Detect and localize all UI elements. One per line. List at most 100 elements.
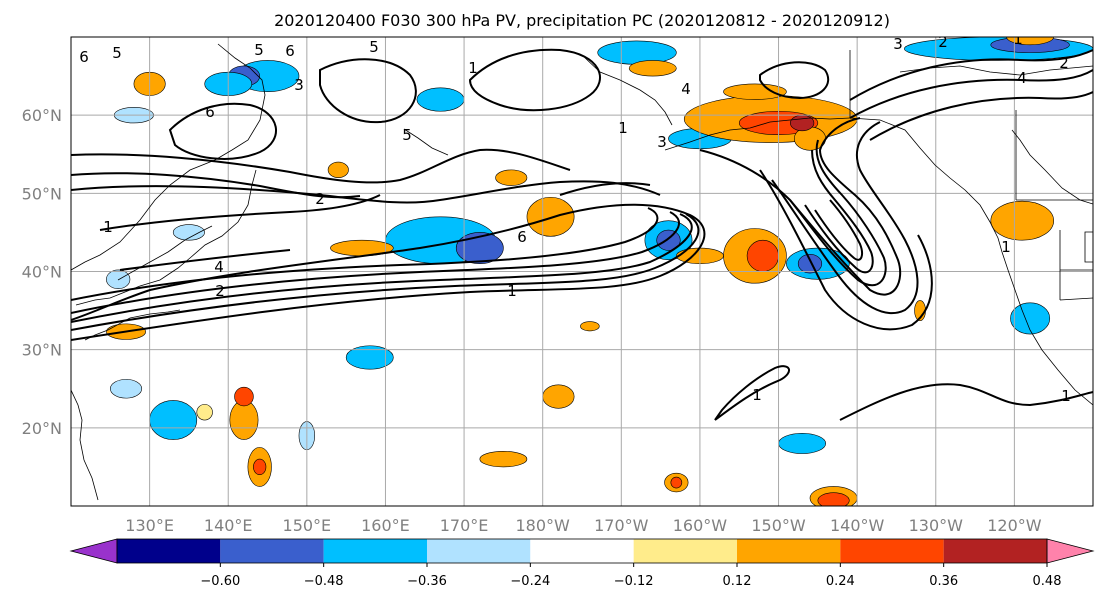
precip-region-14: [149, 400, 198, 440]
precip-region-20: [778, 433, 827, 454]
contour-label: 1: [507, 282, 517, 300]
lon-tick-label: 140°W: [830, 516, 885, 535]
precip-region-13: [110, 379, 143, 399]
contour-label: 5: [369, 38, 379, 56]
colorbar-tick-label: −0.12: [614, 574, 654, 589]
colorbar-segment: [220, 539, 324, 563]
precip-region-22: [656, 229, 681, 251]
contour-label: 5: [112, 44, 122, 62]
contour-label: 1: [103, 218, 113, 236]
colorbar-extend-max: [1046, 538, 1095, 564]
precip-region-37: [990, 200, 1054, 241]
lat-tick-label: 50°N: [22, 184, 62, 203]
colorbar-segment: [427, 539, 531, 563]
contour-label: 3: [294, 76, 304, 94]
precip-region-43: [817, 492, 850, 506]
contour-label: 5: [254, 41, 264, 59]
colorbar-tick-label: 0.48: [1033, 574, 1062, 589]
contour-label: 4: [1017, 69, 1027, 87]
precip-region-30: [229, 400, 259, 440]
contour-label: 1: [1061, 387, 1071, 405]
lon-tick-label: 170°E: [440, 516, 489, 535]
precip-region-8: [597, 40, 677, 65]
precip-region-33: [234, 386, 254, 407]
precip-region-41: [670, 476, 683, 489]
contour-label: 4: [214, 258, 224, 276]
precip-region-1: [455, 232, 504, 264]
lon-tick-label: 160°W: [673, 516, 728, 535]
precip-region-12: [345, 345, 394, 370]
precip-region-7: [797, 254, 823, 274]
lon-tick-label: 130°W: [909, 516, 964, 535]
contour-label: 1: [468, 59, 478, 77]
contour-label: 6: [205, 103, 215, 121]
precip-region-45: [723, 83, 787, 100]
contour-label: 1: [752, 386, 762, 404]
contour-label: 1: [618, 119, 628, 137]
longitude-tick-labels: 130°E 140°E 150°E 160°E 170°E 180°W 170°W 160°W…: [125, 516, 1041, 535]
contour-label: 4: [681, 80, 691, 98]
lon-tick-label: 150°E: [283, 516, 332, 535]
colorbar-segment: [323, 539, 427, 563]
precip-region-26: [746, 239, 779, 272]
lon-tick-label: 170°W: [594, 516, 649, 535]
colorbar: [69, 538, 1095, 564]
lon-tick-label: 150°W: [751, 516, 806, 535]
colorbar-segment: [633, 539, 737, 563]
contour-label: 2: [938, 33, 948, 51]
lat-tick-label: 30°N: [22, 341, 62, 360]
colorbar-tick-label: −0.36: [407, 574, 447, 589]
contour-label: 3: [657, 133, 667, 151]
latitude-tick-labels: 60°N 50°N 40°N 30°N 20°N: [22, 106, 62, 438]
lat-tick-label: 20°N: [22, 419, 62, 438]
map-panel: 6 5 5 6 3 5 1 3 4 3 2 4 6 1 2 6 2 1 4 2 1 1 1 5 1 1: [71, 30, 1093, 506]
lon-tick-label: 140°E: [204, 516, 253, 535]
lon-tick-label: 180°W: [516, 516, 571, 535]
lon-tick-label: 160°E: [361, 516, 410, 535]
chart-title: 2020120400 F030 300 hPa PV, precipitatio…: [274, 11, 890, 30]
colorbar-extend-min: [69, 538, 118, 564]
precip-region-18: [106, 269, 131, 289]
precip-region-38: [495, 169, 528, 186]
contour-label: 1: [1013, 30, 1023, 48]
lat-tick-label: 60°N: [22, 106, 62, 125]
precip-region-32: [253, 458, 267, 476]
colorbar-segment: [943, 539, 1047, 563]
contour-label: 6: [79, 48, 89, 66]
colorbar-frame: [116, 538, 1048, 564]
contour-label: 2: [315, 190, 325, 208]
map-frame: [70, 36, 1094, 507]
precip-region-48: [580, 321, 600, 332]
colorbar-tick-labels: −0.60 −0.48 −0.36 −0.24 −0.12 0.12 0.24 0.36 0.4…: [200, 563, 1062, 589]
coastlines: [71, 43, 1093, 501]
contour-label: 5: [402, 126, 412, 144]
precip-region-17: [172, 224, 205, 241]
colorbar-tick-label: −0.60: [200, 574, 240, 589]
precip-region-36: [542, 384, 575, 409]
contour-label: 1: [1001, 238, 1011, 256]
lon-tick-label: 130°E: [125, 516, 174, 535]
precip-region-35: [196, 404, 213, 421]
colorbar-tick-label: 0.12: [723, 574, 752, 589]
colorbar-tick-label: 0.24: [826, 574, 855, 589]
lon-tick-label: 120°W: [987, 516, 1042, 535]
precip-shading-layer: [106, 37, 1093, 506]
precip-region-28: [526, 196, 575, 237]
contour-label: 3: [893, 35, 903, 53]
precip-region-51: [628, 60, 677, 77]
pv-contour-labels: 6 5 5 6 3 5 1 3 4 3 2 4 6 1 2 6 2 1 4 2 1 1 1 5 1 1: [79, 30, 1071, 405]
colorbar-tick-label: −0.48: [304, 574, 344, 589]
contour-label: 6: [517, 228, 527, 246]
contour-label: 2: [1059, 54, 1069, 72]
lat-tick-label: 40°N: [22, 263, 62, 282]
precip-region-19: [1010, 302, 1051, 335]
contour-label: 6: [285, 42, 295, 60]
colorbar-tick-label: 0.36: [929, 574, 958, 589]
precip-region-49: [327, 161, 349, 178]
contour-label: 2: [215, 282, 225, 300]
pv-contours: [71, 48, 1093, 421]
colorbar-segment: [117, 539, 221, 563]
colorbar-segment: [840, 539, 944, 563]
precip-region-34: [479, 450, 528, 468]
